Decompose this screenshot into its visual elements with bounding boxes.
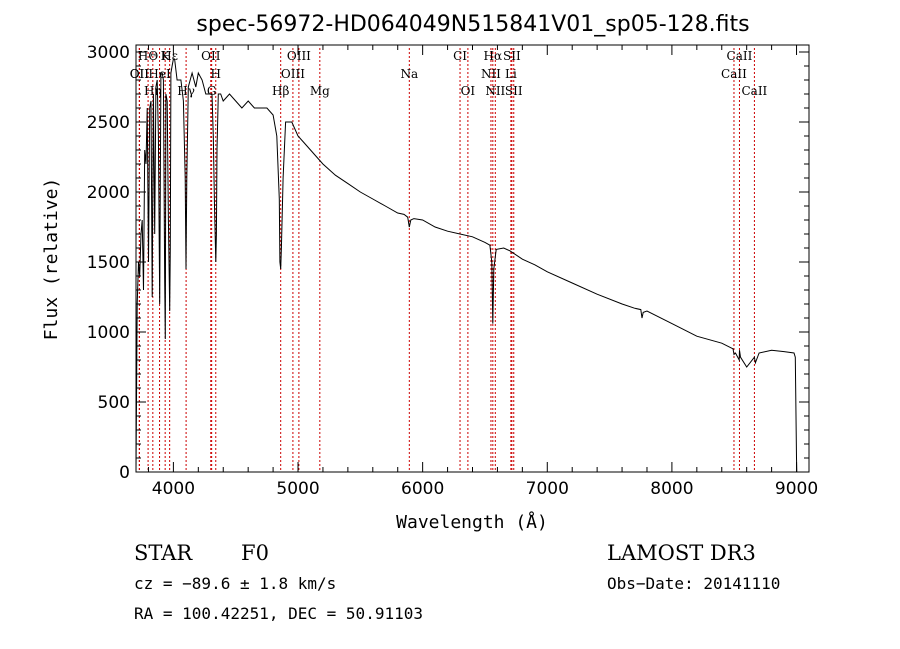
x-tick-label: 4000 — [152, 479, 195, 499]
emission-line-label: OII — [130, 67, 150, 81]
spectrum-series-line — [135, 58, 798, 473]
emission-line-markers — [138, 48, 755, 472]
emission-line-label: HeI — [148, 67, 171, 81]
emission-line-label: Na — [400, 67, 418, 81]
x-tick-label: 6000 — [401, 479, 444, 499]
y-axis-label: Flux (relative) — [41, 178, 62, 341]
emission-line-label: OII — [130, 67, 150, 81]
y-axis-ticks: 0 500 1000 1500 2000 2500 3000 — [87, 43, 809, 483]
x-axis-label: Wavelength (Å) — [396, 511, 548, 533]
emission-line-label: K — [161, 49, 171, 63]
y-tick-label: 1000 — [87, 323, 130, 343]
x-axis-ticks: 4000 5000 6000 7000 8000 9000 — [147, 45, 818, 499]
y-tick-label: 500 — [98, 393, 130, 413]
emission-line-label: CI — [453, 49, 467, 63]
obs-date: Obs−Date: 20141110 — [607, 574, 780, 593]
emission-line-label: OIII — [281, 67, 305, 81]
y-tick-label: 0 — [119, 463, 130, 483]
x-tick-label: 9000 — [775, 479, 818, 499]
emission-line-label: SII — [503, 49, 521, 63]
plot-frame — [135, 44, 810, 473]
x-tick-label: 8000 — [650, 479, 693, 499]
emission-line-label: NII — [485, 84, 505, 98]
y-tick-label: 2500 — [87, 113, 130, 133]
y-tick-label: 2000 — [87, 183, 130, 203]
emission-line-label: CaII — [721, 67, 747, 81]
x-tick-label: 5000 — [276, 479, 319, 499]
emission-line-label: G — [207, 84, 217, 98]
emission-line-label: Hα — [484, 49, 503, 63]
emission-line-label: CaII — [741, 84, 767, 98]
survey-name: LAMOST DR3 — [607, 541, 756, 565]
emission-line-label: OI — [461, 84, 476, 98]
y-tick-label: 3000 — [87, 43, 130, 63]
emission-line-label: CaII — [727, 49, 753, 63]
emission-line-label: Hη — [144, 84, 162, 98]
emission-line-label: SII — [505, 84, 523, 98]
chart-title: spec-56972-HD064049N515841V01_sp05-128.f… — [196, 12, 749, 37]
emission-line-label: Hβ — [272, 84, 289, 98]
x-tick-label: 7000 — [526, 479, 569, 499]
emission-line-label: OIII — [287, 49, 311, 63]
ra-dec-value: RA = 100.42251, DEC = 50.91103 — [134, 604, 423, 623]
emission-line-label: OII — [201, 49, 221, 63]
emission-line-label: Hγ — [177, 84, 195, 98]
emission-line-label: Hε — [161, 49, 178, 63]
y-tick-label: 1500 — [87, 253, 130, 273]
object-subclass: F0 — [241, 541, 269, 565]
emission-line-label: NII — [481, 67, 501, 81]
emission-line-label: Li — [505, 67, 517, 81]
cz-value: cz = −89.6 ± 1.8 km/s — [134, 574, 336, 593]
emission-line-label: Mg — [310, 84, 330, 98]
object-class: STAR — [134, 541, 193, 565]
emission-line-label: H — [211, 67, 221, 81]
emission-line-label: HΘ — [138, 49, 158, 63]
